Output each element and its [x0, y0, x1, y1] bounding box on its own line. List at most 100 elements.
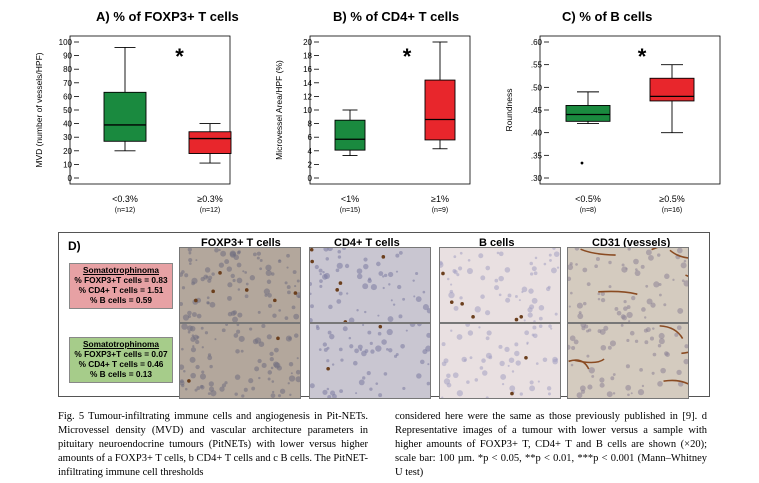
nucleus: [295, 369, 300, 375]
nucleus: [683, 280, 688, 287]
nucleus: [251, 386, 256, 391]
nucleus: [267, 293, 272, 298]
nucleus: [290, 372, 293, 375]
nucleus: [568, 276, 572, 282]
nucleus: [612, 373, 616, 376]
nucleus: [448, 291, 455, 299]
nucleus: [681, 279, 685, 283]
nucleus: [362, 283, 369, 290]
nucleus: [501, 382, 505, 386]
nucleus: [538, 305, 545, 311]
y-tick-label: 20: [63, 147, 72, 156]
nucleus: [295, 376, 300, 383]
cd31-micrograph-row1: [567, 247, 689, 323]
vessel-stain: [669, 249, 688, 259]
nucleus: [588, 367, 595, 374]
nucleus: [386, 328, 393, 336]
nucleus: [621, 263, 625, 267]
nucleus: [597, 329, 602, 333]
nucleus: [204, 331, 209, 335]
nucleus: [594, 264, 598, 269]
nucleus: [296, 279, 300, 283]
col-header-cd31: CD31 (vessels): [592, 237, 671, 249]
nucleus: [543, 262, 547, 266]
category-label: <1%: [341, 194, 359, 204]
nucleus: [623, 306, 628, 311]
y-tick-label: 10: [303, 106, 312, 115]
nucleus: [422, 304, 429, 311]
nucleus: [644, 316, 647, 319]
nucleus: [327, 330, 332, 335]
nucleus: [266, 334, 272, 340]
nucleus: [180, 364, 185, 370]
nucleus: [452, 269, 457, 273]
category-label: ≥1%: [431, 194, 449, 204]
nucleus: [465, 324, 471, 327]
nucleus: [326, 359, 330, 363]
nucleus: [273, 347, 279, 353]
nucleus: [664, 351, 669, 356]
nucleus: [214, 338, 217, 341]
nucleus: [452, 372, 459, 379]
nucleus: [366, 370, 371, 376]
nucleus: [531, 266, 537, 272]
y-tick-label: 18: [303, 52, 312, 61]
nucleus: [652, 327, 655, 330]
nucleus: [446, 277, 450, 281]
nucleus: [279, 388, 286, 394]
nucleus: [227, 311, 233, 317]
micrograph-background: [440, 248, 560, 322]
nucleus: [227, 295, 232, 301]
nucleus: [190, 372, 196, 379]
nucleus: [653, 281, 660, 288]
nucleus: [478, 253, 484, 259]
nucleus: [587, 384, 593, 390]
stained-cell: [449, 300, 454, 304]
nucleus: [427, 363, 430, 366]
nucleus: [467, 258, 471, 262]
nucleus: [188, 251, 192, 255]
nucleus: [342, 326, 348, 332]
nucleus: [456, 334, 463, 340]
nucleus: [649, 336, 655, 341]
nucleus: [364, 310, 367, 314]
nucleus: [576, 392, 583, 398]
nucleus: [586, 354, 590, 358]
nucleus: [609, 340, 617, 347]
nucleus: [523, 319, 526, 322]
y-tick-label: .60: [531, 38, 543, 47]
nucleus: [381, 339, 387, 345]
nucleus: [546, 286, 551, 292]
nucleus: [335, 268, 340, 273]
nucleus: [548, 253, 552, 257]
nucleus: [625, 267, 628, 270]
nucleus: [571, 346, 576, 351]
nucleus: [319, 279, 323, 283]
nucleus: [310, 292, 312, 296]
nucleus: [514, 350, 520, 357]
nucleus: [630, 392, 633, 395]
nucleus: [580, 389, 586, 394]
y-tick-label: .30: [531, 174, 543, 183]
nucleus: [254, 366, 260, 372]
nucleus: [529, 380, 534, 385]
nucleus: [573, 339, 579, 345]
nucleus: [650, 302, 656, 308]
nucleus: [651, 371, 655, 375]
nucleus: [532, 333, 538, 339]
nucleus: [286, 266, 289, 269]
nucleus: [355, 392, 358, 395]
nucleus: [192, 345, 195, 348]
category-n-label: (n=16): [662, 207, 682, 214]
nucleus: [322, 342, 327, 347]
nucleus: [270, 366, 274, 370]
nucleus: [230, 273, 235, 279]
nucleus: [498, 275, 504, 282]
nucleus: [337, 249, 342, 254]
vessel-stain: [651, 248, 659, 251]
nucleus: [388, 283, 391, 286]
nucleus: [201, 370, 205, 374]
stained-cell: [211, 289, 215, 294]
nucleus: [236, 329, 241, 334]
figure-caption-left: Fig. 5 Tumour-infiltrating immune cells …: [58, 411, 369, 478]
